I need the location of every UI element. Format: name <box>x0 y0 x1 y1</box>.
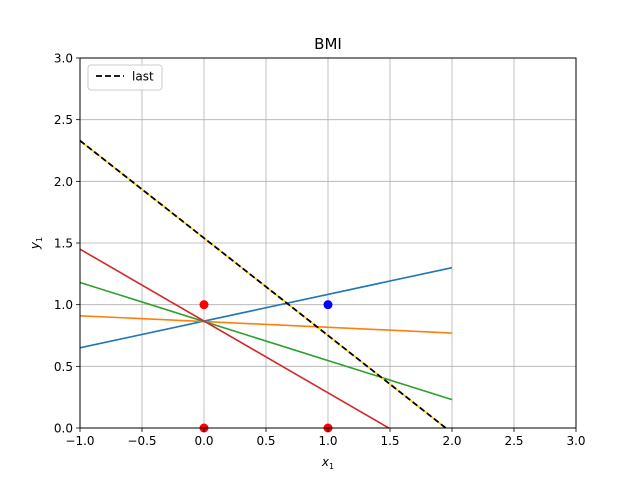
y-tick-label: 1.0 <box>54 298 73 312</box>
data-point <box>323 300 333 310</box>
x-tick-label: 2.0 <box>442 434 461 448</box>
x-axis-label-main: x <box>321 455 330 469</box>
chart-title: BMI <box>314 35 342 53</box>
x-tick-label: 0.5 <box>256 434 275 448</box>
series-line-3 <box>79 281 453 401</box>
y-tick-label: 2.5 <box>54 113 73 127</box>
x-tick-label: 1.0 <box>318 434 337 448</box>
y-tick-label: 3.0 <box>54 52 73 66</box>
series-line-2 <box>79 314 453 334</box>
x-tick-label: −0.5 <box>127 434 156 448</box>
data-point <box>199 300 209 310</box>
legend-box <box>87 64 163 91</box>
x-tick-label: 0.0 <box>194 434 213 448</box>
legend: last <box>87 64 163 91</box>
series-line-4 <box>79 248 390 429</box>
axis-ticks: −1.0 −0.5 0.0 0.5 1.0 1.5 2.0 2.5 3.0 0.0 0.5 1.0 1.… <box>54 52 586 449</box>
y-tick-label: 1.5 <box>54 237 73 251</box>
x-axis-label-subscript: 1 <box>329 462 334 471</box>
x-tick-label: 3.0 <box>566 434 585 448</box>
y-tick-label: 2.0 <box>54 175 73 189</box>
y-axis-label-subscript: 1 <box>35 237 44 242</box>
x-axis-label: x1 <box>321 455 334 471</box>
legend-last-label: last <box>132 70 154 84</box>
y-axis-label: y1 <box>28 237 44 250</box>
x-tick-label: −1.0 <box>65 434 94 448</box>
x-tick-label: 1.5 <box>380 434 399 448</box>
y-tick-label: 0.5 <box>54 360 73 374</box>
y-tick-label: 0.0 <box>54 422 73 436</box>
series-last-line <box>79 139 447 429</box>
y-axis-label-main: y <box>28 241 42 250</box>
x-tick-label: 2.5 <box>504 434 523 448</box>
series-line-1 <box>79 266 453 349</box>
series-layer <box>79 139 453 429</box>
